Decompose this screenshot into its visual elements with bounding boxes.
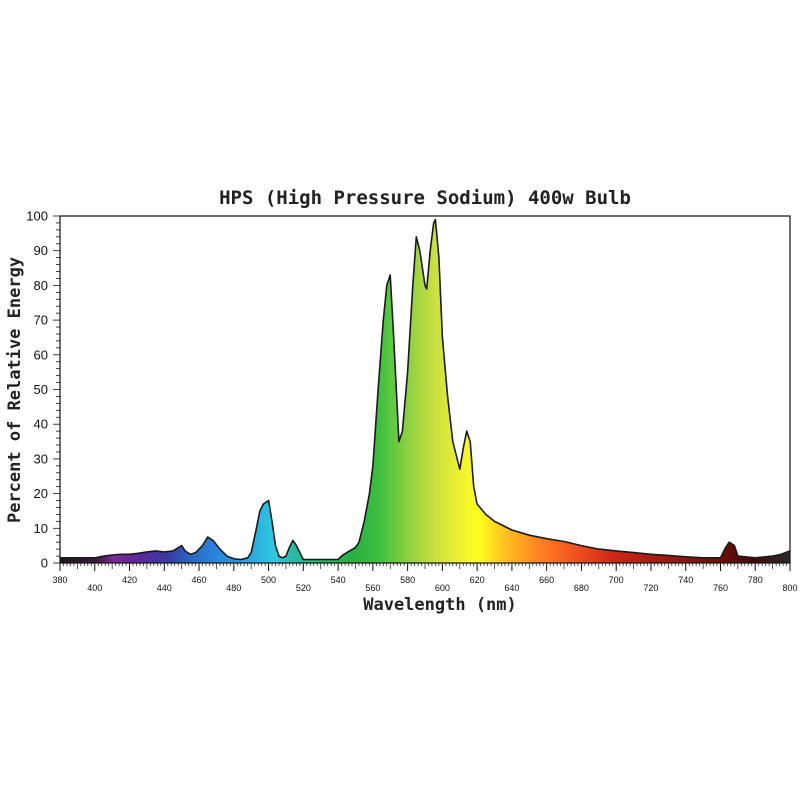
x-tick-label: 800 xyxy=(782,583,797,593)
x-tick-label: 620 xyxy=(470,575,485,585)
x-tick-label: 760 xyxy=(713,583,728,593)
y-tick-label: 20 xyxy=(34,486,48,501)
x-tick-label: 660 xyxy=(539,575,554,585)
x-tick-label: 640 xyxy=(504,583,519,593)
chart-title: HPS (High Pressure Sodium) 400w Bulb xyxy=(219,187,631,209)
y-tick-label: 0 xyxy=(41,556,48,571)
x-tick-label: 400 xyxy=(87,583,102,593)
y-tick-label: 70 xyxy=(34,313,48,328)
y-axis: 0 10 20 30 40 50 60 70 80 90 100 xyxy=(26,209,60,571)
x-tick-label: 440 xyxy=(157,583,172,593)
y-tick-label: 100 xyxy=(26,209,48,224)
x-tick-label: 540 xyxy=(331,575,346,585)
y-tick-label: 90 xyxy=(34,243,48,258)
x-tick-label: 560 xyxy=(365,583,380,593)
spectrum-area xyxy=(60,219,790,563)
x-tick-label: 580 xyxy=(400,575,415,585)
y-tick-label: 10 xyxy=(34,521,48,536)
x-tick-label: 520 xyxy=(296,583,311,593)
plot-area xyxy=(59,215,791,564)
y-tick-label: 80 xyxy=(34,278,48,293)
x-tick-label: 460 xyxy=(192,575,207,585)
x-tick-label: 420 xyxy=(122,575,137,585)
y-axis-label: Percent of Relative Energy xyxy=(5,257,25,523)
y-tick-label: 40 xyxy=(34,417,48,432)
x-tick-label: 780 xyxy=(748,575,763,585)
x-tick-label: 740 xyxy=(678,575,693,585)
x-tick-label: 700 xyxy=(609,575,624,585)
spectrum-line xyxy=(60,218,791,561)
x-tick-label: 500 xyxy=(261,575,276,585)
y-tick-label: 60 xyxy=(34,347,48,362)
x-axis: 380 400 420 440 460 480 500 520 540 560 580 600 620 6… xyxy=(52,563,798,593)
x-tick-label: 680 xyxy=(574,583,589,593)
y-tick-label: 50 xyxy=(34,382,48,397)
x-axis-label: Wavelength (nm) xyxy=(363,595,517,615)
x-tick-label: 380 xyxy=(52,575,67,585)
y-tick-label: 30 xyxy=(34,451,48,466)
x-tick-label: 480 xyxy=(226,583,241,593)
x-tick-label: 720 xyxy=(643,583,658,593)
x-tick-label: 600 xyxy=(435,583,450,593)
